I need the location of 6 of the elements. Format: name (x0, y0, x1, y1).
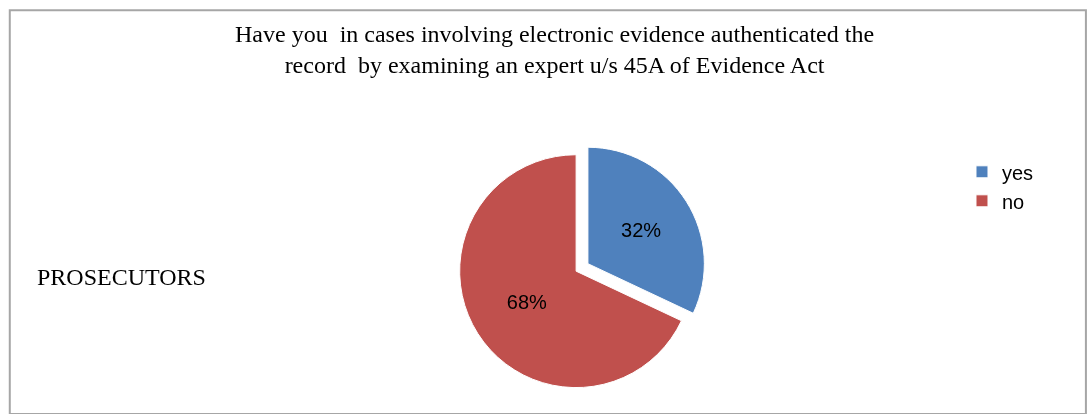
data-label: 32% (621, 218, 662, 241)
text: PROSECUTORS (37, 264, 206, 290)
legend-label: no (1001, 190, 1025, 213)
data-label: 68% (506, 291, 548, 314)
chart-title: Have you in cases involving electronic evidence authenticated the record by examining an expert u/s 45A of Evidence Act (235, 21, 875, 79)
legend-label: yes (1001, 161, 1034, 184)
